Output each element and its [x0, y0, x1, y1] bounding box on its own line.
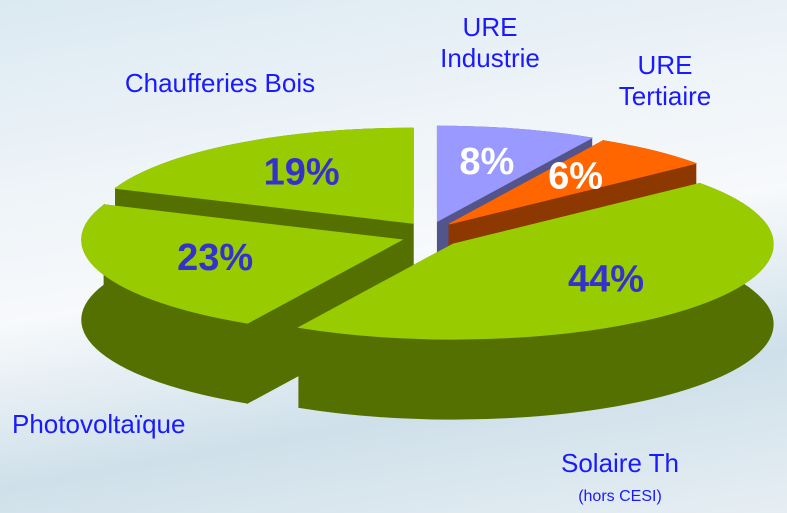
value-label: 19% [264, 152, 340, 194]
annotation: (hors CESI) [510, 488, 730, 506]
category-label: Photovoltaïque [12, 409, 185, 440]
value-label: 8% [459, 141, 514, 183]
value-label: 44% [568, 259, 644, 301]
category-label: URE Industrie [420, 12, 560, 74]
category-label: URE Tertiaire [605, 50, 725, 112]
category-label: Chaufferies Bois [70, 68, 370, 99]
chart: 8% 19% 6% 23% 44% URE Industrie URE Tertiaire… [0, 0, 787, 513]
value-label: 6% [548, 156, 603, 198]
value-label: 23% [177, 237, 253, 279]
category-label: Solaire Th [510, 448, 730, 479]
